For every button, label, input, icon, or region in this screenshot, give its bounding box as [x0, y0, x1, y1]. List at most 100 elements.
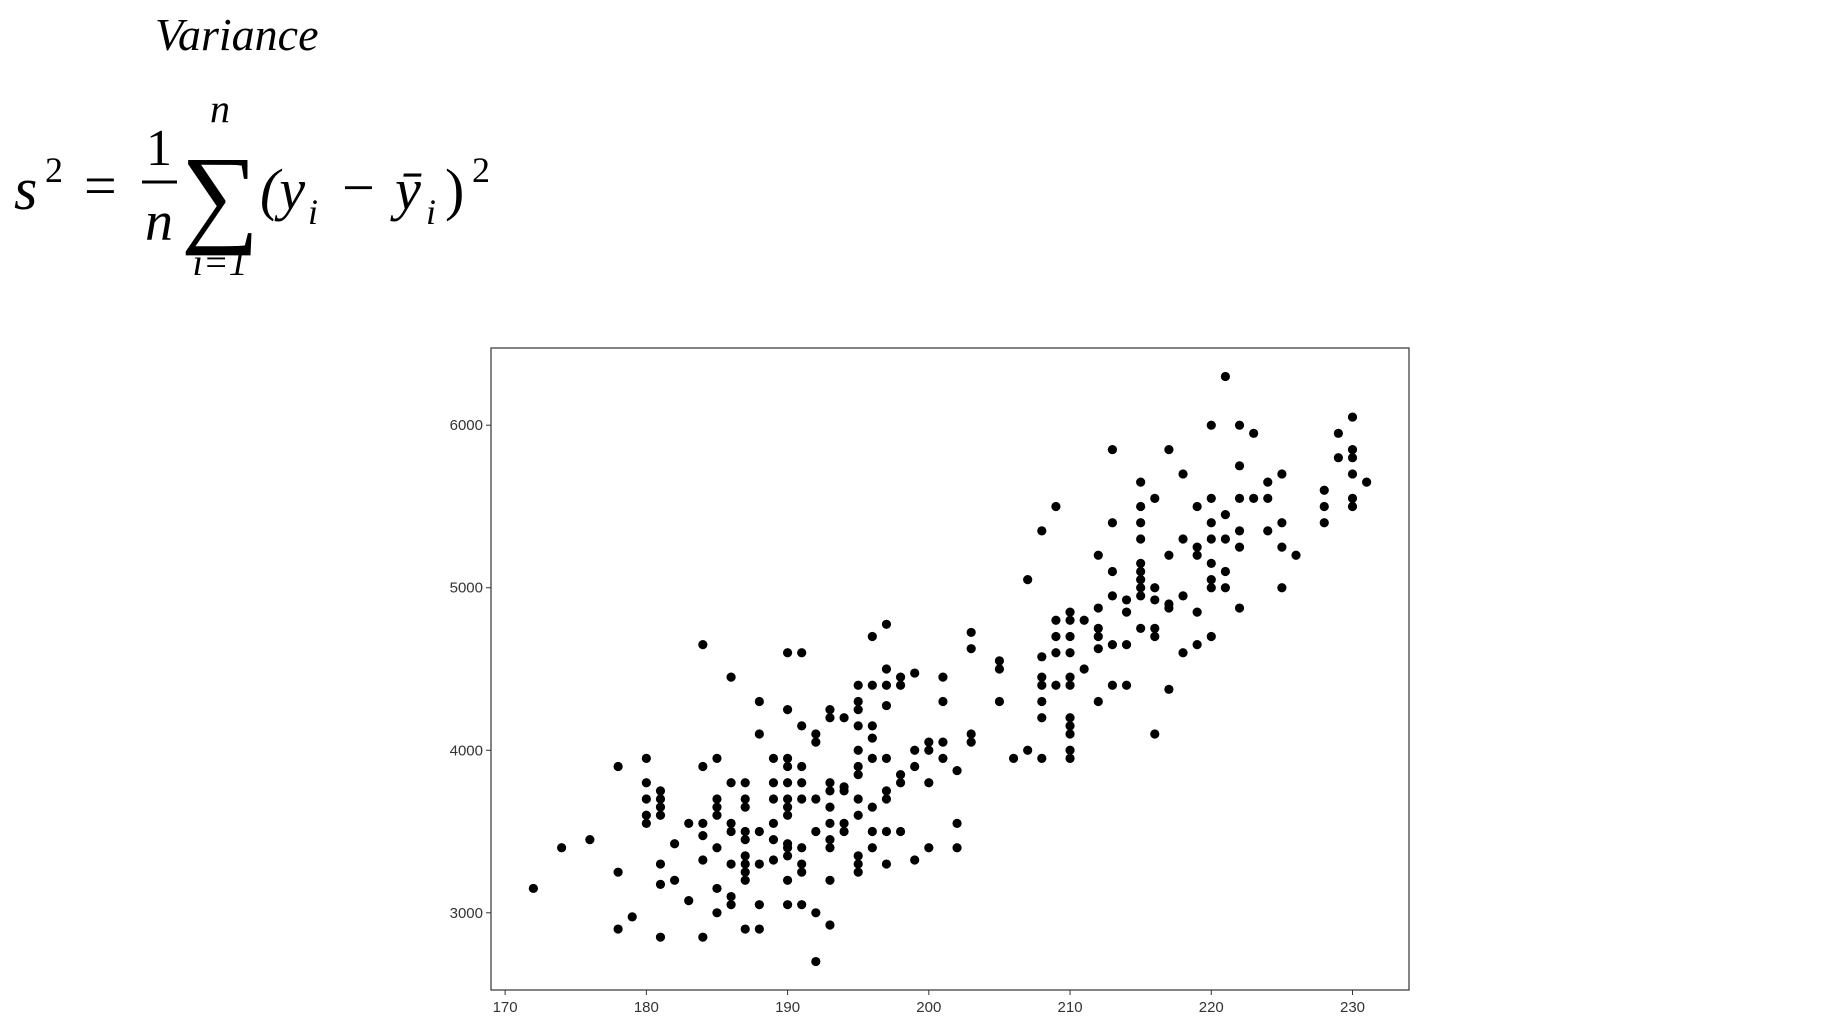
point [910, 745, 920, 755]
point [825, 875, 835, 885]
formula-equals: = [84, 153, 117, 218]
point [782, 753, 793, 763]
point [1121, 595, 1132, 605]
point [1107, 680, 1118, 690]
point [740, 802, 750, 812]
point [1065, 648, 1075, 658]
point [1206, 583, 1216, 593]
point [1263, 477, 1273, 487]
point [853, 770, 863, 780]
point [670, 875, 680, 885]
point [613, 867, 623, 877]
formula-upper: n [210, 86, 230, 131]
point [712, 843, 722, 853]
point [655, 932, 666, 942]
point [797, 794, 807, 804]
point [726, 859, 736, 869]
point [1051, 680, 1061, 690]
point [1220, 509, 1230, 520]
point [740, 867, 750, 877]
point [684, 896, 694, 906]
point [1093, 603, 1103, 613]
point [1065, 615, 1075, 625]
point [910, 855, 920, 865]
point [1079, 664, 1089, 674]
point [1347, 469, 1358, 479]
point [726, 826, 736, 837]
point [966, 644, 976, 654]
point [867, 680, 877, 690]
x-tick-label: 190 [775, 999, 800, 1016]
point [712, 794, 722, 804]
point [1065, 721, 1075, 731]
point [1206, 518, 1216, 528]
point [754, 859, 764, 869]
point [811, 737, 821, 747]
point [1319, 485, 1329, 495]
point [966, 737, 976, 747]
point [1107, 444, 1118, 455]
point [1150, 583, 1160, 593]
formula-sub1: i [308, 192, 318, 232]
point [853, 851, 863, 861]
point [670, 839, 680, 849]
point [825, 802, 835, 812]
point [1008, 753, 1019, 763]
point [1136, 518, 1146, 528]
point [839, 713, 849, 723]
point [782, 761, 793, 772]
point [1220, 566, 1230, 577]
point [839, 786, 849, 796]
point [924, 745, 934, 755]
formula-sub2: i [426, 192, 436, 232]
point [782, 851, 793, 861]
point [1093, 631, 1103, 642]
point [1107, 518, 1118, 528]
point [1065, 745, 1075, 755]
point [881, 794, 892, 804]
point [895, 826, 906, 837]
point [1136, 566, 1146, 577]
point [867, 753, 877, 763]
point [712, 908, 722, 918]
point [740, 835, 750, 845]
point [1347, 444, 1358, 455]
point [1136, 534, 1146, 544]
point [1037, 526, 1047, 536]
formula-exp: 2 [472, 150, 490, 190]
point [726, 672, 736, 682]
point [1136, 583, 1146, 593]
point [867, 843, 877, 853]
point [1277, 518, 1287, 528]
point [1051, 615, 1061, 625]
y-tick-label: 5000 [450, 580, 483, 597]
point [1206, 631, 1216, 642]
point [1150, 729, 1160, 739]
x-tick-label: 210 [1058, 999, 1083, 1016]
point [853, 680, 863, 690]
point [1051, 648, 1061, 658]
point [1319, 501, 1329, 512]
point [1319, 518, 1329, 528]
point [698, 640, 708, 650]
point [825, 778, 835, 788]
point [1206, 420, 1216, 430]
point [825, 843, 835, 853]
point [1164, 603, 1174, 613]
point [1263, 493, 1273, 503]
point [853, 705, 863, 715]
point [557, 843, 567, 853]
point [1192, 501, 1202, 512]
point [895, 680, 906, 690]
point [1234, 603, 1245, 613]
point [853, 696, 863, 707]
point [782, 875, 793, 885]
point [782, 794, 793, 804]
x-tick-label: 200 [916, 999, 941, 1016]
point [1037, 680, 1047, 690]
point [655, 879, 666, 889]
point [952, 818, 962, 829]
point [585, 835, 595, 845]
point [1192, 550, 1202, 560]
